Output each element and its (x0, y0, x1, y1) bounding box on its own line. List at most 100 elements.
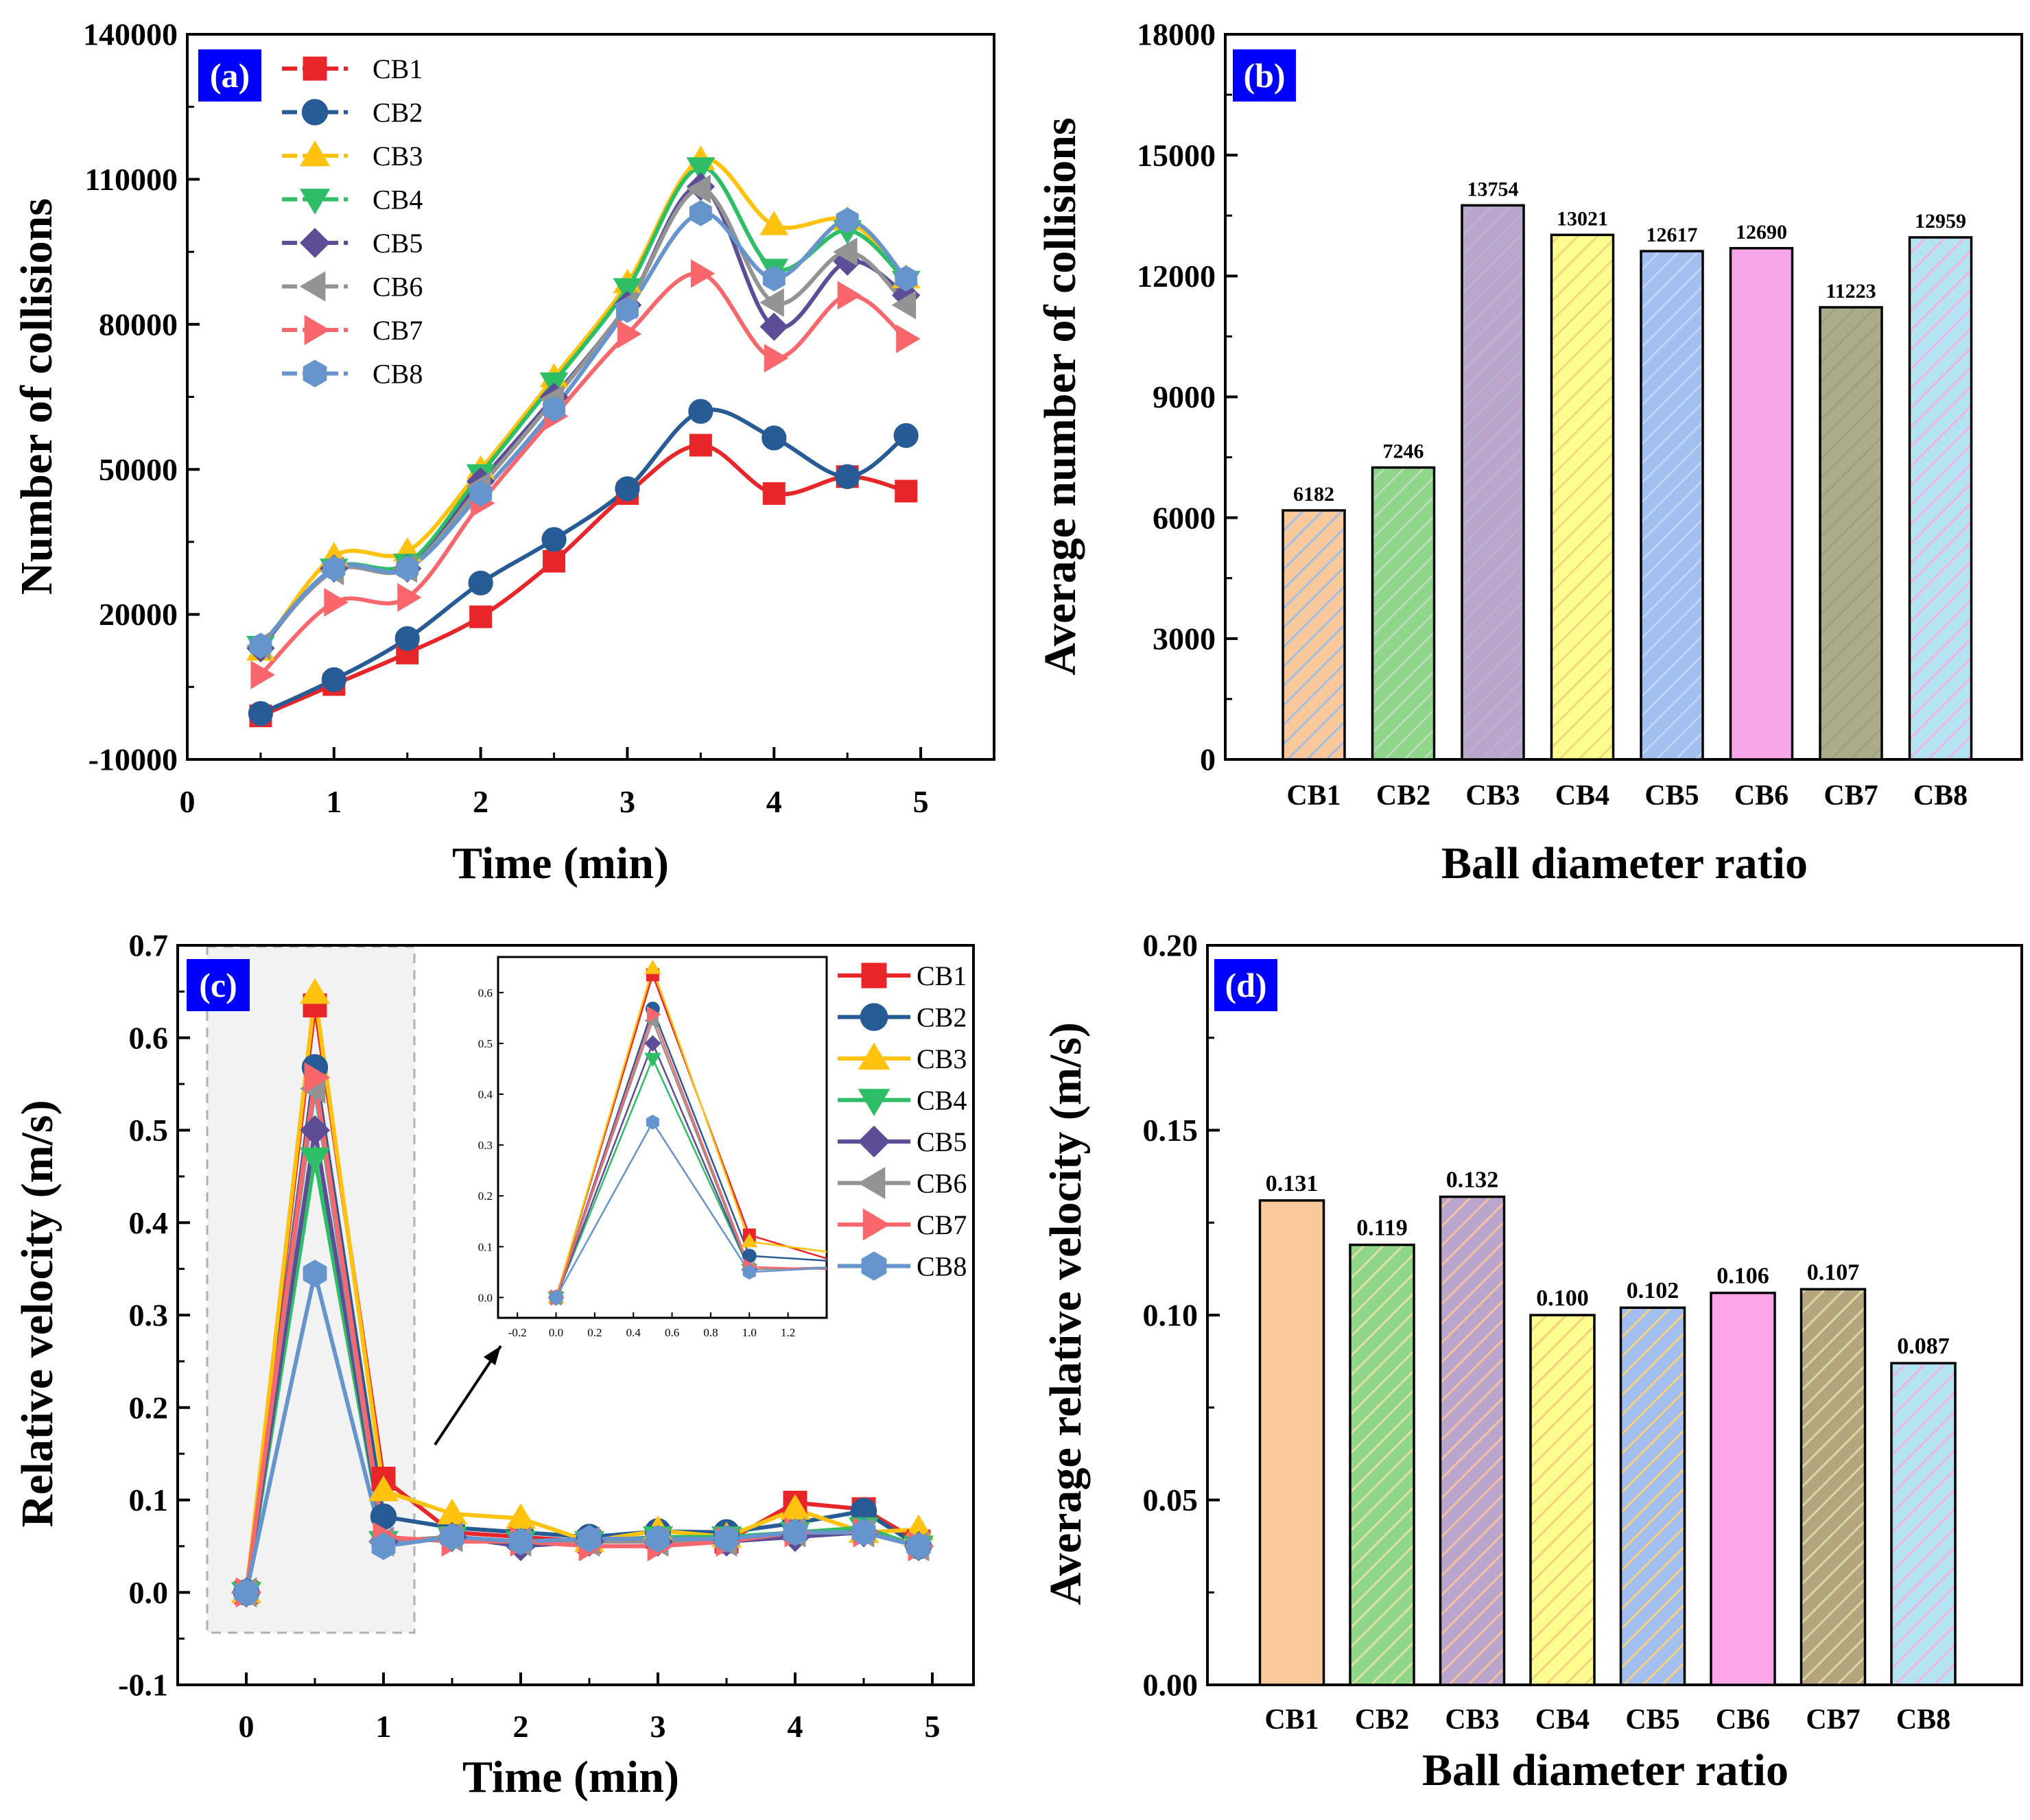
category-label-cb2: CB2 (1355, 1704, 1409, 1736)
y-tick-label: 12000 (1137, 259, 1216, 294)
data-point-cb8 (783, 1518, 807, 1546)
bar-value-label-cb3: 13754 (1467, 178, 1519, 200)
panel-c-markers (231, 978, 934, 1608)
inset-data-point-cb3 (741, 1233, 758, 1248)
inset-data-point-cb8 (550, 1290, 563, 1305)
series-line-cb8 (259, 211, 908, 648)
data-point-cb2 (541, 527, 567, 552)
panel-a-ylabel: Number of collisions (12, 198, 62, 595)
panel-c-ylabel: Relative velocity (m/s) (12, 1100, 62, 1527)
panel-d-tag-box (1214, 959, 1277, 1011)
data-point-cb8 (714, 1524, 739, 1553)
x-tick-label: 4 (788, 1709, 803, 1744)
bar-value-label-cb6: 0.106 (1716, 1264, 1769, 1289)
y-tick-label: 6000 (1153, 500, 1216, 535)
y-tick-label: -0.1 (118, 1668, 168, 1703)
legend-label-cb4: CB4 (373, 185, 423, 215)
legend-label-cb7: CB7 (373, 315, 423, 346)
inset-data-point-cb8 (646, 1114, 659, 1130)
data-point-cb8 (646, 1524, 670, 1553)
y-tick-label: 0.7 (129, 928, 169, 963)
inset-data-point-cb4 (644, 1052, 661, 1067)
y-tick-label: 15000 (1137, 138, 1216, 173)
data-point-cb8 (396, 555, 419, 582)
y-tick-label: 0.4 (129, 1205, 169, 1240)
data-point-cb7 (896, 324, 921, 353)
category-label-cb6: CB6 (1734, 780, 1789, 812)
panel-a-tag: (a) (198, 49, 261, 102)
category-label-cb1: CB1 (1264, 1704, 1319, 1736)
bar-cb5 (1640, 250, 1704, 761)
data-point-cb2 (248, 700, 274, 726)
data-point-cb1 (689, 434, 712, 457)
panel-a-markers (246, 145, 921, 728)
data-point-cb2 (835, 464, 860, 489)
panel-c-ticks: -0.1 0.0 0.1 0.2 0.3 0.4 0.5 0.6 0.7 0 1 2 3 4 5 (118, 928, 940, 1744)
data-point-cb4 (686, 157, 716, 182)
legend-marker-cb4 (858, 1089, 890, 1116)
data-point-cb8 (577, 1524, 602, 1553)
category-label-cb3: CB3 (1445, 1704, 1499, 1736)
data-point-cb7 (764, 344, 789, 373)
panel-c-tag-box (187, 959, 250, 1011)
y-tick-label: 0 (1200, 742, 1216, 777)
y-tick-label: 0.5 (129, 1113, 169, 1148)
data-point-cb8 (836, 207, 859, 234)
bar-value-label-cb8: 12959 (1915, 210, 1966, 233)
legend-marker-cb7 (304, 314, 331, 346)
y-tick-label: 140000 (83, 17, 178, 52)
data-point-cb8 (906, 1532, 931, 1560)
panel-b-xlabel: Ball diameter ratio (1441, 838, 1808, 888)
legend-marker-cb6 (858, 1167, 886, 1199)
legend-label-cb5: CB5 (917, 1126, 967, 1157)
panel-c: -0.1 0.0 0.1 0.2 0.3 0.4 0.5 0.6 0.7 0 1 2 3 4 5 -0.2 0… (12, 928, 975, 1802)
legend-label-cb1: CB1 (917, 960, 967, 991)
data-point-cb2 (468, 570, 493, 595)
y-tick-label: 9000 (1153, 379, 1216, 414)
panel-a-lines (259, 156, 908, 718)
y-tick-label: 110000 (85, 162, 178, 197)
legend-label-cb2: CB2 (917, 1002, 967, 1033)
data-point-cb6 (833, 237, 858, 266)
y-tick-label: 80000 (99, 307, 178, 342)
y-tick-label: 20000 (99, 597, 178, 632)
panel-d: 0.00 0.05 0.10 0.15 0.20 CB1 CB2 CB3 CB4 CB5 CB6 CB… (1041, 928, 2023, 1795)
bar-value-label-cb4: 13021 (1557, 207, 1608, 230)
inset-x-tick-label: 0.8 (703, 1326, 718, 1339)
bar-cb2 (1371, 466, 1436, 761)
inset-series-line-cb2 (555, 1006, 827, 1298)
bar-value-label-cb7: 11223 (1826, 280, 1876, 303)
legend-marker-cb8 (303, 359, 327, 388)
x-tick-label: 3 (650, 1709, 666, 1744)
panel-c-tag: (c) (187, 959, 250, 1011)
category-label-cb8: CB8 (1913, 780, 1968, 812)
inset-x-tick-label: 1.2 (781, 1326, 795, 1339)
bar-cb2 (1349, 1243, 1415, 1686)
panel-c-legend: CB1 CB2 CB3 CB4 CB5 CB6 CB7 CB8 (838, 960, 967, 1282)
inset-y-tick-label: 0.4 (478, 1088, 493, 1101)
inset-x-tick-label: 0.6 (665, 1326, 679, 1339)
x-tick-label: 2 (513, 1709, 529, 1744)
legend-label-cb5: CB5 (373, 228, 423, 259)
bar-cb8 (1908, 236, 1973, 761)
legend-marker-cb5 (300, 228, 331, 259)
data-point-cb8 (234, 1579, 259, 1607)
panel-d-xlabel: Ball diameter ratio (1422, 1745, 1789, 1795)
data-point-cb7 (324, 588, 349, 617)
series-line-cb3 (259, 156, 908, 652)
panel-d-tag-text: (d) (1225, 966, 1266, 1004)
series-line-cb6 (259, 187, 908, 648)
legend-marker-cb3 (858, 1042, 890, 1070)
inset-series-line-cb7 (555, 1012, 827, 1298)
y-tick-label: 0.0 (129, 1575, 169, 1610)
y-tick-label: 0.2 (129, 1390, 169, 1425)
data-point-cb7 (397, 583, 422, 612)
data-point-cb2 (893, 423, 919, 448)
data-point-cb1 (762, 482, 786, 505)
data-point-cb4 (299, 1147, 331, 1174)
data-point-cb4 (613, 278, 642, 303)
panel-c-inset-ticks: -0.2 0.0 0.2 0.4 0.6 0.8 1.0 1.2 0.0 0.1 0.2 0.3 0.4… (478, 986, 796, 1339)
bar-cb7 (1799, 1288, 1867, 1686)
